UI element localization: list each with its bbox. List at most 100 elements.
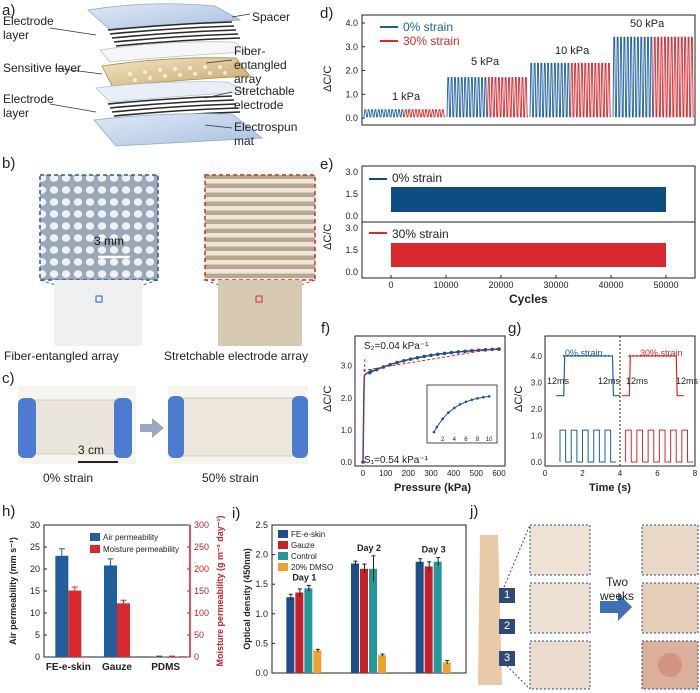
f-point: [429, 353, 433, 358]
bottom-mat-layer: [93, 113, 264, 147]
i-bar: [295, 592, 304, 673]
g-pulse-train: [625, 429, 694, 463]
i-bar: [378, 655, 386, 673]
panel-label-f: f): [321, 320, 331, 337]
i-legend-swatch: [278, 552, 288, 560]
tick-label: 0: [194, 652, 199, 662]
chart-f-s2-label: S₂=0.04 kPa⁻¹: [364, 341, 429, 352]
tick-label: 200: [194, 564, 209, 574]
tick-label: 4.0: [531, 352, 543, 361]
tick-label: 2.0: [345, 66, 358, 76]
h-category-label: PDMS: [151, 662, 180, 673]
label-electrode-layer-top: Electrode layer: [3, 14, 54, 42]
tick-label: 20000: [488, 280, 513, 290]
g-response-point: [639, 354, 642, 357]
d-wave-segment: [612, 36, 654, 118]
label-electrospun-mat: Electrospun mat: [234, 120, 298, 148]
g-response-curve: [556, 355, 620, 397]
cycling-band-blue: [391, 187, 666, 212]
i-legend-label: Control: [291, 552, 317, 561]
chart-e-legend-0: 0% strain: [392, 171, 443, 185]
site-label-2: 2: [499, 619, 515, 634]
tick-label: 50: [194, 630, 204, 640]
d-wave-segment: [653, 36, 694, 118]
h-bar: [117, 603, 130, 657]
tick-label: 2.0: [341, 394, 353, 403]
chart-d-ylabel: ΔC/C: [322, 65, 334, 92]
tick-label: 2: [580, 469, 585, 478]
tick-label: 1.0: [341, 426, 353, 435]
h-legend-label: Moisture permeability: [103, 545, 179, 554]
f-point: [456, 350, 460, 354]
tick-label: 0.0: [341, 458, 353, 467]
tick-label: 30: [30, 520, 40, 530]
caption-fiber-array: Fiber-entangled array: [4, 349, 119, 363]
f-point: [415, 355, 420, 360]
tick-label: 0.0: [255, 668, 268, 678]
g-response-point: [570, 354, 573, 357]
d-wave-segment: [446, 77, 488, 118]
i-legend-label: Gauze: [291, 541, 315, 550]
h-legend-swatch: [90, 533, 100, 541]
h-category-label: FE-e-skin: [46, 662, 91, 673]
f-point: [388, 362, 392, 367]
i-bar: [442, 662, 451, 673]
label-stretchable-electrode: Stretchable electrode: [234, 84, 295, 112]
caption-0-strain: 0% strain: [43, 471, 94, 485]
tick-label: 20: [30, 564, 40, 574]
tick-label: 0.0: [345, 267, 358, 277]
chart-g-ylabel: ΔC/C: [513, 385, 525, 412]
chart-g-ms-2: 12ms: [598, 376, 621, 386]
tick-label: 0.0: [345, 211, 358, 221]
panel-label-b: b): [2, 155, 16, 172]
tick-label: 15: [30, 586, 40, 596]
tick-label: 2: [441, 437, 445, 443]
panel-label-i: i): [232, 505, 241, 522]
d-wave-segment: [570, 62, 611, 118]
g-response-point: [669, 354, 672, 357]
tick-label: 100: [194, 608, 209, 618]
label-sensitive-layer: Sensitive layer: [3, 61, 82, 75]
label-fiber-array: Fiber-entangled array: [234, 44, 287, 86]
tick-label: 600: [492, 469, 506, 478]
f-point: [402, 358, 406, 363]
scale-label-3mm: 3 mm: [94, 234, 124, 248]
g-response-point: [596, 354, 599, 357]
chart-f-inset: [426, 384, 498, 444]
panel-label-c: c): [2, 370, 15, 387]
tick-label: 2.0: [531, 405, 543, 414]
chart-e-legend-30: 30% strain: [392, 227, 449, 241]
tick-label: 8: [693, 469, 698, 478]
chart-i-optical-density: 0.0 0.5 1.0 1.5 2.0 2.5 Day 1 Day 2 Day 3 FE-e-sk…: [242, 520, 467, 678]
stretched-sample: [179, 397, 299, 457]
electrode-array-photo: [218, 280, 302, 346]
chart-e-ylabel: ΔC/C: [322, 223, 334, 250]
f-point: [368, 370, 372, 375]
tick-label: 10000: [433, 280, 458, 290]
i-legend-label: 20% DMSO: [291, 563, 333, 572]
tick-label: 400: [447, 469, 461, 478]
g-response-point: [562, 354, 565, 357]
i-day-label: Day 3: [422, 545, 446, 555]
tick-label: 10: [30, 608, 40, 618]
g-response-point: [592, 354, 595, 357]
caption-electrode-array: Stretchable electrode array: [164, 349, 309, 363]
tick-label: 3.0: [345, 223, 358, 233]
glove-right-a: [114, 398, 132, 458]
i-bar: [313, 650, 322, 673]
h-ylabel: Air permeability (mm s⁻¹): [8, 537, 18, 645]
g-pulse-train: [559, 429, 617, 463]
tick-label: 0: [388, 280, 393, 290]
legend-swatch-blue: [380, 26, 398, 28]
tick-label: 1.5: [345, 245, 358, 255]
g-response-point: [647, 354, 650, 357]
glove-left-c: [168, 396, 184, 458]
scale-label-3cm: 3 cm: [78, 443, 105, 457]
chart-g-ms-3: 12ms: [626, 376, 649, 386]
tick-label: 6: [464, 437, 468, 443]
chart-g-ms-4: 12ms: [676, 376, 699, 386]
caption-50-strain: 50% strain: [202, 471, 259, 485]
f-point: [449, 350, 454, 355]
h-category-label: Gauze: [102, 662, 132, 673]
g-response-point: [604, 354, 606, 357]
